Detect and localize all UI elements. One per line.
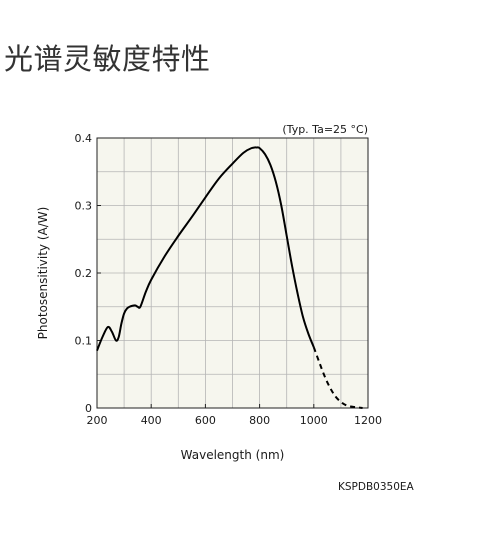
y-tick-label: 0.3 [75,200,93,213]
y-tick-label: 0.1 [75,335,93,348]
document-code: KSPDB0350EA [338,481,414,493]
y-tick-label: 0.4 [75,132,93,145]
sensitivity-curve-dashed [312,346,363,409]
condition-label: (Typ. Ta=25 °C) [282,123,368,136]
page-title: 光谱灵敏度特性 [4,42,211,76]
x-tick-label: 1200 [354,414,382,427]
x-tick-label: 800 [249,414,270,427]
axis-ticks: 200 400 600 800 1000 1200 0 0.1 0.2 0.3 0.4 [75,132,383,427]
y-axis-title: Photosensitivity (A/W) [36,207,50,340]
x-tick-label: 600 [195,414,216,427]
series-lines [96,146,363,409]
x-tick-label: 200 [87,414,108,427]
sensitivity-curve-solid [96,146,315,352]
x-tick-label: 1000 [300,414,328,427]
x-axis-title: Wavelength (nm) [181,448,285,462]
y-tick-label: 0 [85,402,92,415]
x-tick-label: 400 [141,414,162,427]
y-tick-label: 0.2 [75,267,93,280]
